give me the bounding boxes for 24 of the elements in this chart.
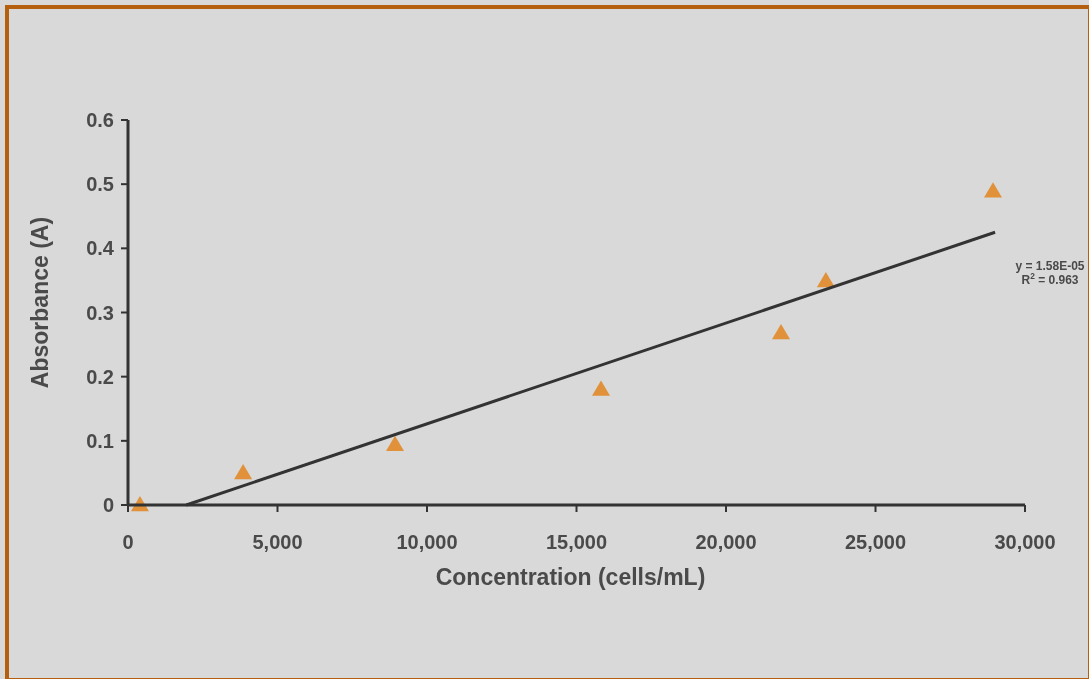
point bbox=[772, 324, 791, 340]
y-tick-label: 0.2 bbox=[86, 365, 114, 388]
x-tick-label: 25,000 bbox=[844, 531, 907, 553]
point bbox=[234, 463, 253, 480]
point bbox=[984, 182, 1003, 198]
x-tick-label: 20,000 bbox=[695, 531, 757, 553]
x-tick-label: 10,000 bbox=[396, 531, 458, 553]
y-tick-label: 0 bbox=[102, 494, 114, 516]
x-axis-title: Concentration (cells/mL) bbox=[435, 564, 706, 590]
y-tick-label: 0.3 bbox=[86, 301, 114, 324]
point bbox=[386, 435, 405, 451]
x-tick-label: 15,000 bbox=[545, 531, 608, 553]
point bbox=[816, 272, 835, 288]
x-tick-label: 0 bbox=[122, 531, 134, 553]
annotation: y = 1.58E-05 bbox=[1015, 259, 1085, 273]
x-tick-label: 30,000 bbox=[994, 531, 1056, 553]
y-axis-title: Absorbance (A) bbox=[27, 216, 53, 389]
x-tick-label: 5,000 bbox=[252, 531, 303, 553]
y-tick-label: 0.4 bbox=[86, 237, 115, 260]
y-tick-label: 0.5 bbox=[86, 173, 114, 196]
point bbox=[592, 380, 611, 396]
y-tick-label: 0.1 bbox=[86, 429, 114, 452]
y-tick-label: 0.6 bbox=[86, 109, 114, 131]
annotation: R$^{2}$ = 0.963 bbox=[1021, 271, 1079, 287]
